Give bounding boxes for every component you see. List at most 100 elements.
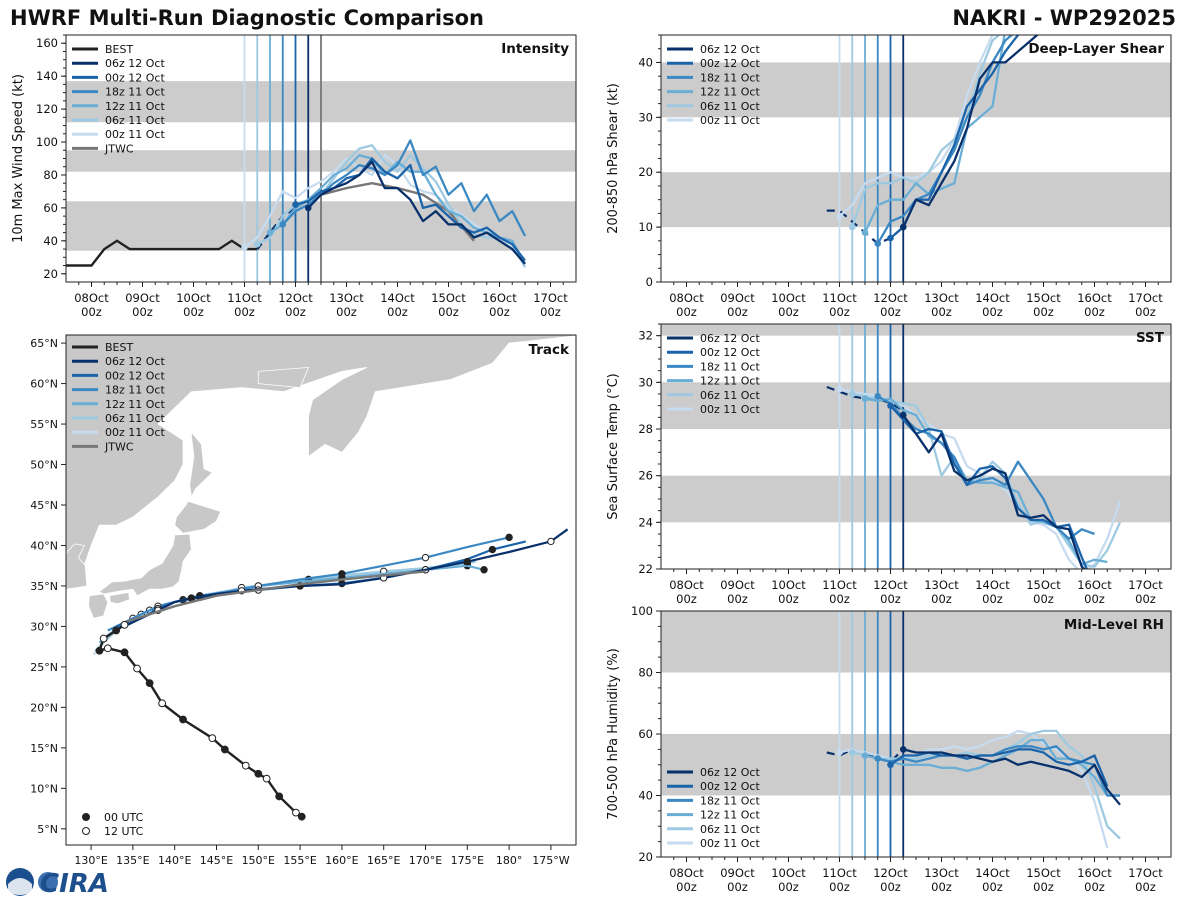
y-tick-label: 30	[638, 110, 653, 124]
legend-label: 06z 12 Oct	[700, 43, 760, 56]
series-line-3	[863, 35, 1006, 234]
series-start-point-1	[887, 234, 894, 242]
x-tick-label-hour: 00z	[676, 880, 697, 894]
lat-tick-label: 35°N	[30, 580, 58, 593]
legend-label: 06z 12 Oct	[700, 766, 760, 779]
land-asia	[66, 335, 576, 587]
lat-tick-label: 25°N	[30, 661, 58, 674]
legend-label: 00z 11 Oct	[700, 114, 760, 127]
land-hokkaido	[174, 500, 222, 534]
best-track-point	[145, 679, 154, 687]
x-tick-label-hour: 00z	[727, 305, 748, 319]
lon-tick-label: 165°E	[367, 854, 400, 867]
x-tick-label-day: 12Oct	[873, 866, 908, 880]
x-tick-label-hour: 00z	[727, 592, 748, 606]
y-tick-label: 32	[638, 329, 653, 343]
land-honshu	[98, 533, 192, 597]
legend-label: 06z 12 Oct	[700, 332, 760, 345]
x-tick-label-hour: 00z	[676, 592, 697, 606]
series-start-point-0	[304, 204, 312, 212]
legend-label: 12z 11 Oct	[105, 100, 165, 113]
x-tick-label-hour: 00z	[438, 305, 459, 319]
legend-label: 12z 11 Oct	[700, 809, 760, 822]
y-tick-label: 10	[638, 220, 653, 234]
y-tick-label: 60	[638, 727, 653, 741]
panel-sst: 22242628303208Oct00z09Oct00z10Oct00z11Oc…	[606, 323, 1172, 606]
x-tick-label-day: 08Oct	[669, 578, 704, 592]
series-start-point-2	[874, 755, 882, 762]
lon-tick-label: 145°E	[200, 854, 233, 867]
best-track-point	[254, 769, 263, 778]
legend-label: 00z 11 Oct	[700, 837, 760, 850]
series-start-point-2	[874, 240, 882, 247]
series-start-point-3	[861, 752, 869, 759]
x-tick-label-hour: 00z	[132, 305, 153, 319]
legend-label: 06z 11 Oct	[700, 100, 760, 113]
lat-tick-label: 15°N	[30, 742, 58, 755]
series-line-0	[902, 35, 1039, 228]
lat-tick-label: 10°N	[30, 782, 58, 795]
plot-area	[66, 35, 527, 282]
y-tick-label: 60	[43, 201, 58, 215]
series-start-point-3	[861, 395, 869, 402]
legend-label: 06z 11 Oct	[700, 823, 760, 836]
cira-logo-text: CIRA	[40, 869, 109, 899]
series-start-point-1	[887, 761, 894, 769]
lon-tick-label: 175°E	[451, 854, 484, 867]
x-tick-label-hour: 00z	[931, 592, 952, 606]
legend-label: 06z 12 Oct	[105, 355, 165, 368]
y-tick-label: 28	[638, 422, 653, 436]
legend-label: JTWC	[104, 440, 134, 453]
best-track-point	[208, 734, 217, 743]
x-tick-label-hour: 00z	[387, 305, 408, 319]
marker-00utc	[82, 813, 90, 821]
lon-tick-label: 170°E	[409, 854, 442, 867]
land-korea	[66, 543, 88, 590]
x-tick-label-day: 14Oct	[975, 866, 1010, 880]
y-tick-label: 20	[638, 165, 653, 179]
lat-tick-label: 50°N	[30, 459, 58, 472]
best-track-line	[66, 239, 258, 267]
x-tick-label-hour: 00z	[778, 592, 799, 606]
lat-tick-label: 40°N	[30, 539, 58, 552]
x-tick-label-hour: 00z	[1084, 305, 1105, 319]
series-line-2	[877, 395, 1095, 540]
best-track-point	[179, 715, 187, 724]
x-tick-label-hour: 00z	[982, 592, 1003, 606]
track-point	[505, 533, 513, 542]
land-shikoku	[109, 591, 130, 605]
series-start-point-5	[836, 386, 843, 393]
legend-label: 12z 11 Oct	[700, 86, 760, 99]
series-start-point-5	[241, 244, 248, 251]
y-tick-label: 80	[43, 168, 58, 182]
plot-area	[826, 611, 1121, 857]
track-point	[421, 553, 430, 562]
x-tick-label-day: 13Oct	[924, 866, 959, 880]
x-tick-label-hour: 00z	[1135, 305, 1156, 319]
best-track-point	[292, 808, 300, 817]
x-tick-label-hour: 00z	[234, 305, 255, 319]
x-tick-label-hour: 00z	[829, 305, 850, 319]
x-tick-label-hour: 00z	[727, 880, 748, 894]
y-tick-label: 0	[646, 275, 653, 289]
best-track-point	[241, 761, 250, 770]
series-start-point-5	[836, 212, 843, 220]
x-tick-label-day: 13Oct	[924, 291, 959, 305]
x-tick-label-hour: 00z	[676, 305, 697, 319]
x-tick-label-hour: 00z	[489, 305, 510, 319]
legend-label: 00z 12 Oct	[105, 369, 165, 382]
x-tick-label-hour: 00z	[540, 305, 561, 319]
x-tick-label-day: 11Oct	[822, 866, 857, 880]
x-tick-label-day: 14Oct	[975, 291, 1010, 305]
x-tick-label-hour: 00z	[829, 880, 850, 894]
x-tick-label-hour: 00z	[336, 305, 357, 319]
series-line-0	[903, 748, 1121, 806]
x-tick-label-day: 10Oct	[176, 291, 211, 305]
x-tick-label-hour: 00z	[778, 880, 799, 894]
lon-tick-label: 175°W	[532, 854, 569, 867]
x-tick-label-hour: 00z	[778, 305, 799, 319]
panel-track: 130°E 135°E 140°E 145°E 150°E 155°E 160°E 165°E…	[30, 334, 577, 867]
series-start-point-3	[861, 229, 869, 236]
series-start-point-5	[836, 749, 843, 756]
x-tick-label-day: 12Oct	[278, 291, 313, 305]
